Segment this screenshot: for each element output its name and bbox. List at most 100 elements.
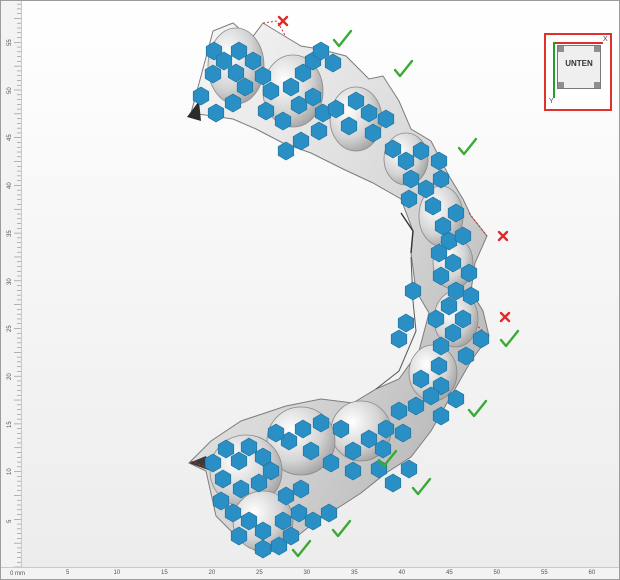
support-point[interactable]: [390, 329, 408, 349]
support-point[interactable]: [204, 64, 222, 84]
support-point[interactable]: [457, 346, 475, 366]
support-point[interactable]: [224, 93, 242, 113]
support-point[interactable]: [430, 151, 448, 171]
support-point[interactable]: [240, 437, 258, 457]
support-point[interactable]: [292, 131, 310, 151]
support-point[interactable]: [312, 413, 330, 433]
support-point[interactable]: [274, 511, 292, 531]
support-point[interactable]: [312, 41, 330, 61]
support-point[interactable]: [390, 401, 408, 421]
support-point[interactable]: [384, 139, 402, 159]
support-point[interactable]: [430, 243, 448, 263]
support-point[interactable]: [257, 101, 275, 121]
support-point[interactable]: [282, 526, 300, 546]
support-point[interactable]: [215, 51, 233, 71]
support-point[interactable]: [394, 423, 412, 443]
support-point[interactable]: [412, 369, 430, 389]
support-point[interactable]: [240, 511, 258, 531]
support-point[interactable]: [434, 216, 452, 236]
support-point[interactable]: [227, 63, 245, 83]
support-point[interactable]: [404, 281, 422, 301]
support-point[interactable]: [360, 103, 378, 123]
support-point[interactable]: [422, 386, 440, 406]
support-point[interactable]: [447, 389, 465, 409]
support-point[interactable]: [360, 429, 378, 449]
cube-corner: [594, 46, 600, 52]
support-point[interactable]: [212, 491, 230, 511]
support-point[interactable]: [472, 329, 490, 349]
support-point[interactable]: [447, 281, 465, 301]
support-point[interactable]: [290, 503, 308, 523]
support-point[interactable]: [432, 266, 450, 286]
support-point[interactable]: [230, 41, 248, 61]
support-point[interactable]: [322, 453, 340, 473]
support-point[interactable]: [214, 469, 232, 489]
support-point[interactable]: [407, 396, 425, 416]
support-point[interactable]: [217, 439, 235, 459]
support-point[interactable]: [400, 459, 418, 479]
support-point[interactable]: [430, 356, 448, 376]
support-point[interactable]: [417, 179, 435, 199]
support-point[interactable]: [412, 141, 430, 161]
support-points[interactable]: [192, 41, 490, 559]
support-point[interactable]: [244, 51, 262, 71]
support-point[interactable]: [440, 296, 458, 316]
support-point[interactable]: [384, 473, 402, 493]
view-cube[interactable]: UNTEN: [557, 45, 601, 89]
support-point[interactable]: [230, 526, 248, 546]
support-point[interactable]: [267, 423, 285, 443]
support-point[interactable]: [262, 81, 280, 101]
support-point[interactable]: [302, 441, 320, 461]
support-point[interactable]: [444, 323, 462, 343]
ruler-vertical: [1, 1, 22, 567]
support-point[interactable]: [432, 406, 450, 426]
support-point[interactable]: [292, 479, 310, 499]
support-point[interactable]: [310, 121, 328, 141]
support-point[interactable]: [340, 116, 358, 136]
support-point[interactable]: [262, 461, 280, 481]
support-point[interactable]: [347, 91, 365, 111]
support-point[interactable]: [304, 511, 322, 531]
support-point[interactable]: [447, 203, 465, 223]
support-point[interactable]: [294, 419, 312, 439]
support-point[interactable]: [320, 503, 338, 523]
support-point[interactable]: [427, 309, 445, 329]
support-point[interactable]: [254, 66, 272, 86]
support-point[interactable]: [327, 99, 345, 119]
support-point[interactable]: [424, 196, 442, 216]
support-point[interactable]: [364, 123, 382, 143]
support-point[interactable]: [236, 77, 254, 97]
support-point[interactable]: [304, 87, 322, 107]
orientation-widget[interactable]: X Y UNTEN: [544, 33, 612, 111]
support-point[interactable]: [250, 473, 268, 493]
dental-model-canvas[interactable]: [1, 1, 620, 567]
support-point[interactable]: [207, 103, 225, 123]
support-point[interactable]: [377, 419, 395, 439]
support-point[interactable]: [397, 313, 415, 333]
support-point[interactable]: [454, 226, 472, 246]
support-point[interactable]: [274, 111, 292, 131]
support-point[interactable]: [332, 419, 350, 439]
support-point[interactable]: [397, 151, 415, 171]
support-point[interactable]: [444, 253, 462, 273]
support-point[interactable]: [462, 286, 480, 306]
support-point[interactable]: [432, 336, 450, 356]
support-point[interactable]: [192, 86, 210, 106]
support-point[interactable]: [230, 451, 248, 471]
support-point[interactable]: [277, 141, 295, 161]
support-point[interactable]: [402, 169, 420, 189]
support-point[interactable]: [432, 169, 450, 189]
support-point[interactable]: [377, 109, 395, 129]
support-point[interactable]: [232, 479, 250, 499]
support-point[interactable]: [454, 309, 472, 329]
support-point[interactable]: [344, 461, 362, 481]
support-point[interactable]: [324, 53, 342, 73]
support-point[interactable]: [204, 453, 222, 473]
support-point[interactable]: [254, 539, 272, 559]
support-point[interactable]: [344, 441, 362, 461]
support-point[interactable]: [400, 189, 418, 209]
support-point[interactable]: [460, 263, 478, 283]
support-point[interactable]: [224, 503, 242, 523]
support-point[interactable]: [282, 77, 300, 97]
